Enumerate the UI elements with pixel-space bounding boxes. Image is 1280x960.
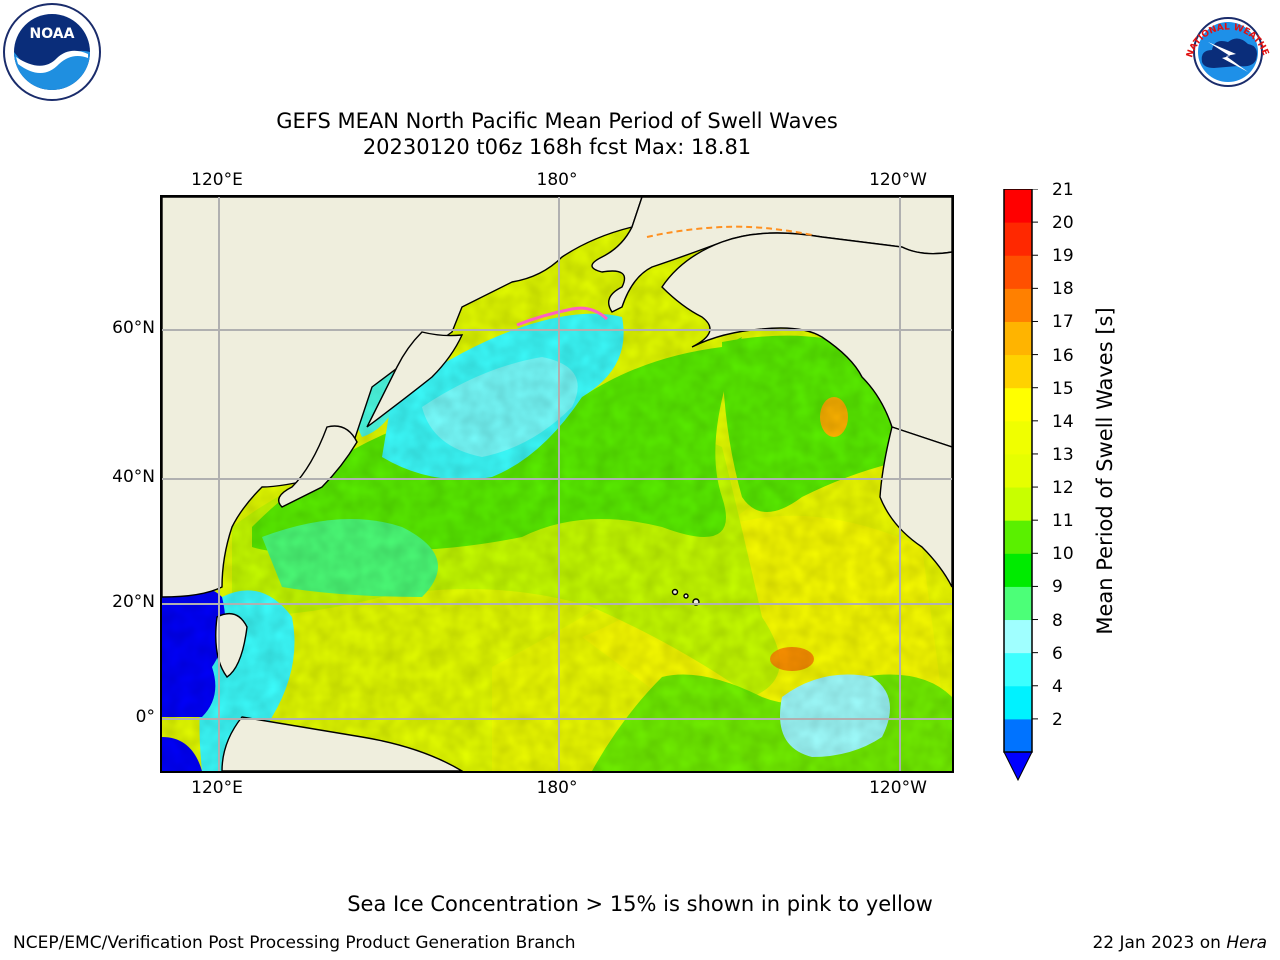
land-alaska <box>661 232 952 448</box>
colorbar-segment <box>1004 222 1032 256</box>
noaa-logo: NOAA <box>3 3 101 101</box>
footer-date-text: 22 Jan 2023 on <box>1092 933 1227 953</box>
colorbar-segment <box>1004 652 1032 687</box>
colorbar-tick-label: 19 <box>1052 246 1074 267</box>
colorbar-tick-label: 9 <box>1052 577 1063 598</box>
land-philippines <box>215 613 248 678</box>
lon-label-top-120e: 120°E <box>191 170 243 190</box>
colorbar <box>1003 189 1038 782</box>
land-kamchatka <box>366 331 464 428</box>
colorbar-segment <box>1004 586 1032 621</box>
colorbar-segment <box>1004 685 1032 720</box>
swell-period-map <box>160 195 954 773</box>
lon-label-top-120w: 120°W <box>869 170 927 190</box>
colorbar-tick-label: 4 <box>1052 676 1063 697</box>
colorbar-tick-label: 8 <box>1052 610 1063 631</box>
map-title: GEFS MEAN North Pacific Mean Period of S… <box>276 109 838 133</box>
land-new-guinea <box>221 716 464 771</box>
colorbar-tick-label: 18 <box>1052 279 1074 300</box>
colorbar-segment <box>1004 288 1032 322</box>
colorbar-tick-label: 6 <box>1052 643 1063 664</box>
lat-label-0: 0° <box>135 707 155 727</box>
colorbar-tick-label: 14 <box>1052 411 1074 432</box>
colorbar-tick-label: 20 <box>1052 213 1074 234</box>
map-canvas <box>162 197 952 771</box>
colorbar-tick-label: 15 <box>1052 378 1074 399</box>
colorbar-tick-label: 2 <box>1052 709 1063 730</box>
land-north-america <box>879 426 952 588</box>
gridlines <box>162 197 952 771</box>
lon-label-bottom-120e: 120°E <box>191 778 243 798</box>
lon-label-bottom-120w: 120°W <box>869 778 927 798</box>
colorbar-segment <box>1004 453 1032 488</box>
colorbar-segments <box>1004 189 1032 753</box>
land-hawaii-2 <box>683 593 689 599</box>
colorbar-segment <box>1004 354 1032 389</box>
colorbar-tick-label: 11 <box>1052 511 1074 532</box>
map-subtitle: 20230120 t06z 168h fcst Max: 18.81 <box>362 135 752 159</box>
colorbar-tick-label: 13 <box>1052 444 1074 465</box>
nws-logo: NATIONAL WEATHER SERVICE <box>1178 2 1276 100</box>
colorbar-segment <box>1004 420 1032 455</box>
colorbar-under-arrow <box>1003 751 1033 782</box>
land-hawaii-1 <box>671 588 679 596</box>
footer-date: 22 Jan 2023 on Hera <box>1092 933 1267 953</box>
colorbar-title-text: Mean Period of Swell Waves [s] <box>1093 307 1117 635</box>
colorbar-ticks <box>1032 189 1038 720</box>
colorbar-segment <box>1004 619 1032 654</box>
colorbar-tick-label: 10 <box>1052 544 1074 565</box>
colorbar-title: Mean Period of Swell Waves [s] <box>1085 190 1125 752</box>
sea-ice-edge <box>516 306 609 327</box>
colorbar-segment <box>1004 520 1032 554</box>
footer-credit: NCEP/EMC/Verification Post Processing Pr… <box>13 933 576 953</box>
colorbar-tick-label: 16 <box>1052 345 1074 366</box>
lon-label-bottom-180: 180° <box>536 778 578 798</box>
colorbar-tick-label: 12 <box>1052 478 1074 499</box>
noaa-logo-text: NOAA <box>30 26 75 42</box>
colorbar-tick-label: 17 <box>1052 312 1074 333</box>
colorbar-segment <box>1004 189 1032 223</box>
land-asia <box>162 197 643 598</box>
sea-ice-note: Sea Ice Concentration > 15% is shown in … <box>347 892 933 916</box>
colorbar-segment <box>1004 553 1032 587</box>
sea-ice-edge-arctic <box>646 225 813 238</box>
lon-label-top-180: 180° <box>536 170 578 190</box>
colorbar-tick-label: 21 <box>1052 180 1074 200</box>
colorbar-segment <box>1004 387 1032 422</box>
footer-host: Hera <box>1226 933 1267 953</box>
colorbar-segment <box>1004 718 1032 753</box>
colorbar-outline <box>1003 189 1033 753</box>
colorbar-segment <box>1004 487 1032 521</box>
land <box>162 197 952 771</box>
lat-label-60n: 60°N <box>112 318 155 338</box>
lat-label-40n: 40°N <box>112 467 155 487</box>
lat-label-20n: 20°N <box>112 592 155 612</box>
colorbar-segment <box>1004 321 1032 356</box>
colorbar-segment <box>1004 255 1032 289</box>
